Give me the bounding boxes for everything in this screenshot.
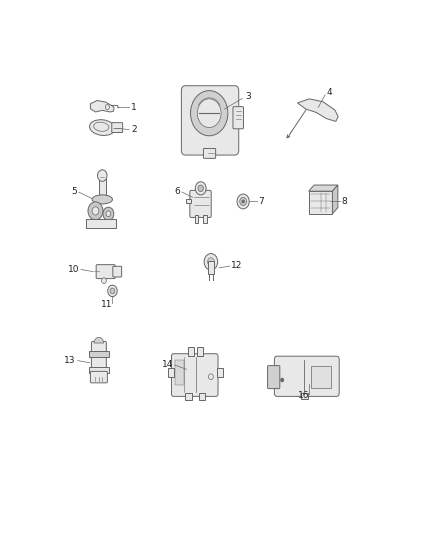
- Text: 6: 6: [175, 187, 180, 196]
- Circle shape: [204, 254, 218, 270]
- Bar: [208, 261, 214, 274]
- FancyBboxPatch shape: [181, 86, 239, 155]
- Circle shape: [106, 211, 111, 216]
- Circle shape: [88, 202, 103, 220]
- Circle shape: [105, 104, 110, 109]
- Bar: [301, 393, 307, 399]
- Bar: [88, 351, 109, 357]
- Bar: [311, 366, 332, 388]
- Circle shape: [237, 194, 249, 209]
- Bar: [197, 347, 203, 356]
- Text: 5: 5: [71, 187, 77, 196]
- Bar: [187, 199, 191, 204]
- Circle shape: [103, 207, 114, 220]
- FancyBboxPatch shape: [203, 149, 215, 158]
- Circle shape: [208, 374, 213, 379]
- Text: 11: 11: [101, 300, 113, 309]
- FancyBboxPatch shape: [90, 372, 107, 383]
- Text: 7: 7: [258, 197, 264, 206]
- FancyBboxPatch shape: [92, 342, 106, 369]
- Bar: [217, 368, 223, 377]
- Circle shape: [176, 361, 181, 367]
- Text: 3: 3: [245, 92, 251, 101]
- Polygon shape: [90, 101, 114, 112]
- Text: 12: 12: [231, 261, 243, 270]
- Circle shape: [102, 278, 106, 284]
- Bar: [168, 368, 174, 377]
- Text: 16: 16: [298, 391, 309, 400]
- Bar: [88, 367, 109, 374]
- Bar: [86, 219, 116, 228]
- Circle shape: [98, 170, 107, 181]
- FancyBboxPatch shape: [172, 354, 218, 397]
- Text: 8: 8: [342, 197, 347, 206]
- Bar: [185, 393, 191, 400]
- Bar: [99, 177, 106, 197]
- Polygon shape: [297, 99, 338, 122]
- Polygon shape: [309, 185, 338, 191]
- Circle shape: [176, 378, 181, 384]
- Circle shape: [108, 285, 117, 297]
- Bar: [188, 347, 194, 356]
- FancyBboxPatch shape: [190, 190, 211, 217]
- Circle shape: [195, 182, 206, 195]
- FancyBboxPatch shape: [112, 123, 123, 133]
- FancyBboxPatch shape: [274, 356, 339, 397]
- Circle shape: [191, 91, 228, 136]
- FancyBboxPatch shape: [268, 366, 280, 389]
- Ellipse shape: [90, 120, 115, 135]
- Text: 4: 4: [326, 88, 332, 97]
- Circle shape: [110, 288, 115, 294]
- FancyBboxPatch shape: [96, 265, 115, 279]
- FancyBboxPatch shape: [113, 266, 122, 277]
- Polygon shape: [332, 185, 338, 214]
- FancyBboxPatch shape: [233, 107, 244, 129]
- Circle shape: [197, 99, 221, 127]
- Text: 13: 13: [64, 356, 76, 365]
- Wedge shape: [94, 337, 104, 343]
- Circle shape: [240, 197, 247, 206]
- Circle shape: [208, 257, 214, 266]
- Text: 1: 1: [131, 102, 137, 111]
- Bar: [309, 191, 332, 214]
- Bar: [175, 360, 184, 385]
- Circle shape: [198, 185, 203, 191]
- Text: 14: 14: [162, 360, 173, 369]
- Bar: [203, 215, 207, 223]
- Ellipse shape: [94, 122, 109, 131]
- Ellipse shape: [92, 195, 113, 204]
- Bar: [194, 215, 198, 223]
- Text: 10: 10: [68, 265, 79, 273]
- Circle shape: [280, 378, 284, 382]
- Bar: [199, 393, 205, 400]
- Circle shape: [242, 200, 244, 203]
- Circle shape: [92, 207, 99, 215]
- Text: 2: 2: [131, 125, 137, 134]
